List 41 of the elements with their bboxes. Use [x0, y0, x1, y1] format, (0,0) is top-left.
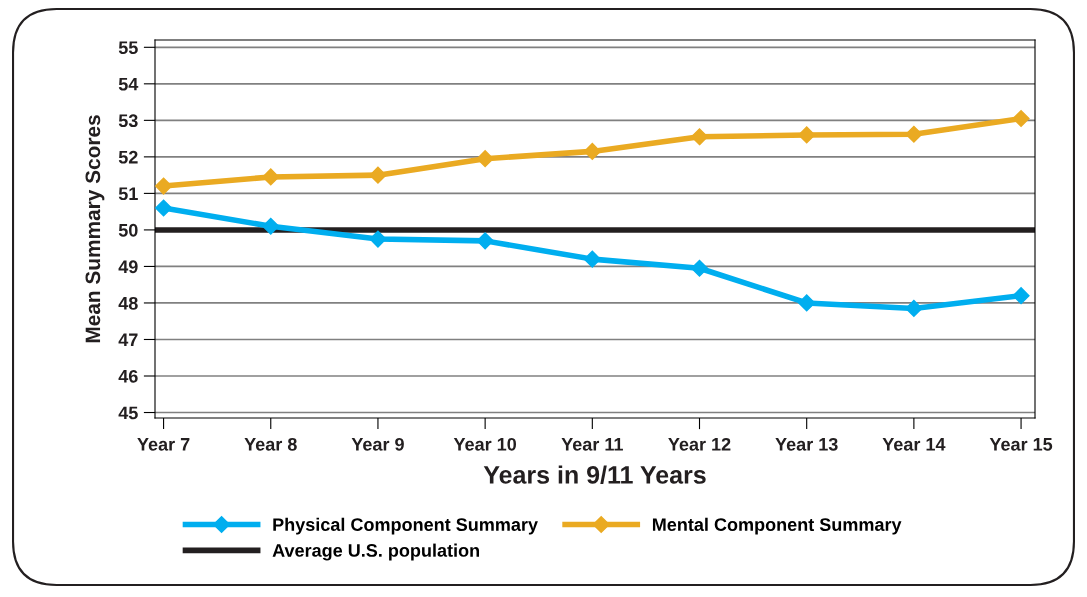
y-tick-label: 49 [118, 260, 138, 274]
y-axis-title: Mean Summary Scores [85, 115, 105, 343]
point [798, 126, 816, 144]
y-tick-label: 46 [118, 369, 138, 383]
y-tick-label: 45 [118, 406, 138, 420]
point [369, 166, 387, 184]
point [905, 299, 923, 317]
point [369, 230, 387, 248]
y-tick-label: 50 [118, 223, 138, 237]
x-tick-label: Year 8 [244, 437, 297, 451]
point [905, 125, 923, 143]
x-tick-label: Year 13 [775, 437, 838, 451]
y-tick-label: 48 [118, 296, 138, 310]
x-tick-label: Year 7 [137, 438, 190, 451]
point [798, 294, 816, 312]
point [476, 150, 494, 168]
point [1012, 109, 1030, 128]
point [1012, 287, 1030, 305]
point [155, 177, 173, 195]
y-tick-label: 47 [118, 333, 138, 347]
point [583, 250, 601, 268]
x-axis-title: Years in 9/11 Years [483, 465, 706, 484]
x-tick-label: Year 12 [668, 437, 731, 451]
y-tick-label: 52 [118, 150, 138, 164]
y-tick-label: 54 [118, 77, 139, 91]
point [155, 199, 173, 217]
y-tick-label: 51 [118, 187, 138, 201]
legend-label: Average U.S. population [272, 543, 479, 561]
y-tick-label: 55 [118, 41, 138, 55]
x-tick-label: Year 14 [882, 438, 946, 451]
point [476, 232, 494, 250]
legend-label: Mental Component Summary [652, 517, 902, 535]
x-tick-label: Year 15 [989, 438, 1053, 451]
point [690, 259, 709, 277]
x-tick-label: Year 9 [351, 437, 404, 451]
y-tick-label: 53 [118, 114, 138, 128]
x-tick-label: Year 11 [561, 438, 623, 451]
point [262, 217, 280, 235]
legend-label: Physical Component Summary [273, 517, 538, 535]
point [262, 168, 280, 186]
x-tick-label: Year 10 [453, 437, 517, 451]
